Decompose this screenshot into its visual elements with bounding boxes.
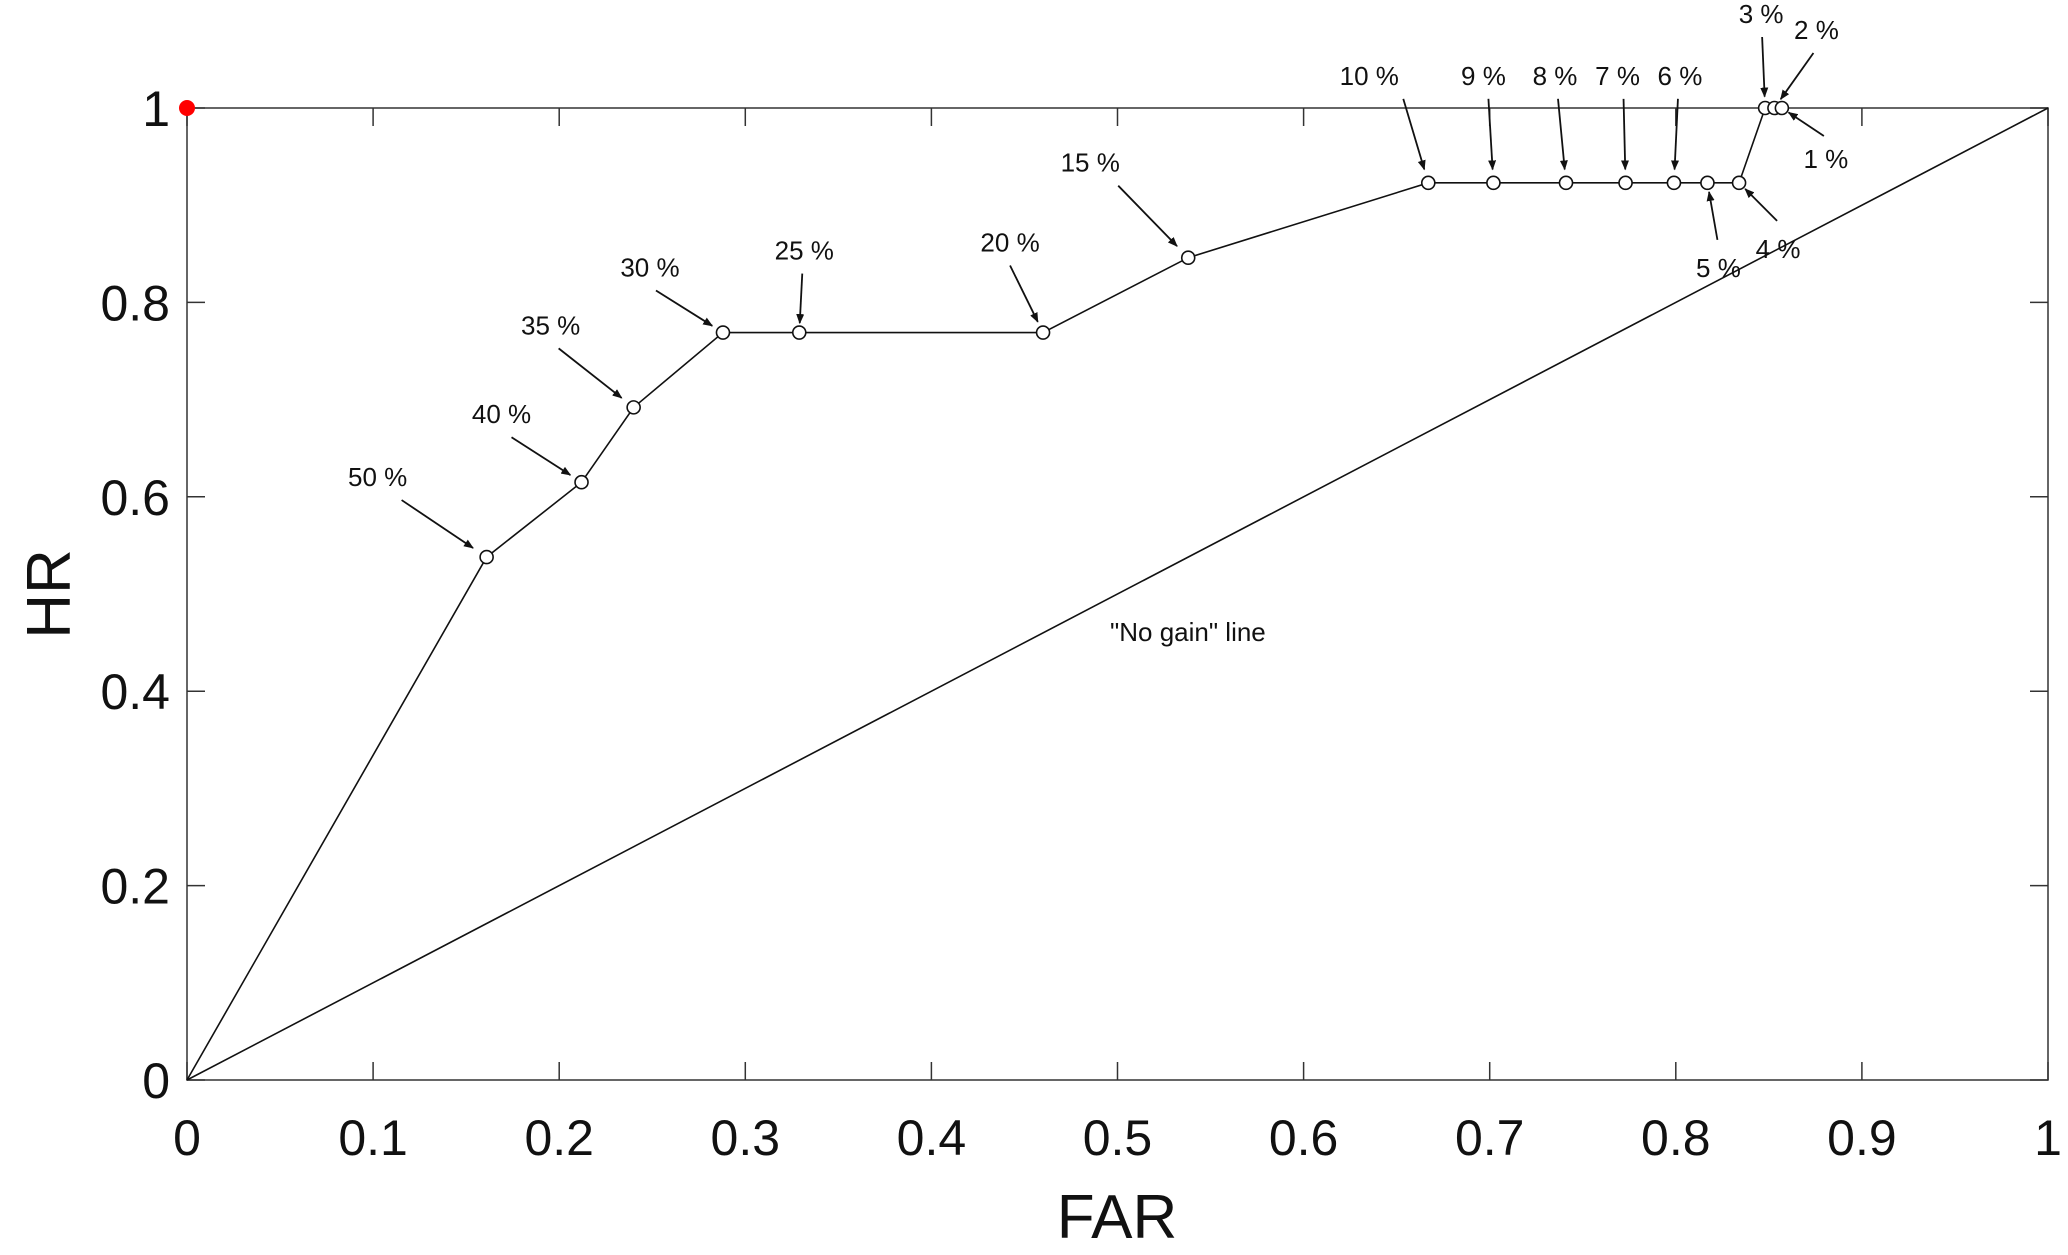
no-gain-label: "No gain" line: [1110, 617, 1266, 647]
roc-point-marker: [791, 325, 807, 340]
roc-point-marker: [715, 325, 731, 340]
annotation-label: 20 %: [980, 228, 1039, 258]
annotation-arrow: [558, 347, 623, 399]
annotation-label: 25 %: [775, 236, 834, 266]
annotation-label: 5 %: [1696, 253, 1741, 283]
x-tick-label: 1: [2034, 1110, 2062, 1166]
annotation-arrow: [1744, 188, 1778, 222]
annotation-arrow: [1009, 265, 1039, 323]
annotation-arrow: [1621, 98, 1630, 171]
annotation-label: 40 %: [472, 399, 531, 429]
annotation-arrow: [1117, 185, 1178, 247]
x-tick-label: 0.2: [524, 1110, 594, 1166]
y-tick-label: 0.6: [100, 470, 170, 526]
annotation-label: 4 %: [1756, 234, 1801, 264]
roc-point-marker: [1486, 175, 1501, 191]
perfect-point-marker: [179, 100, 195, 116]
annotation-arrow: [1671, 98, 1680, 171]
roc-point-marker: [1700, 175, 1715, 191]
annotation-arrow: [655, 289, 714, 327]
annotation-label: 1 %: [1803, 144, 1848, 174]
annotation-arrow: [1779, 52, 1815, 101]
roc-point-marker: [1618, 175, 1633, 191]
annotation-label: 7 %: [1595, 61, 1640, 91]
annotation-label: 30 %: [620, 253, 679, 283]
annotation-label: 2 %: [1794, 15, 1839, 45]
x-tick-label: 0.7: [1455, 1110, 1525, 1166]
roc-point-marker: [574, 474, 589, 490]
roc-point-marker: [1666, 175, 1682, 191]
annotation-label: 3 %: [1739, 0, 1784, 29]
annotation-arrow: [511, 436, 572, 476]
annotation-label: 9 %: [1461, 61, 1506, 91]
roc-line: [186, 107, 1782, 1081]
x-tick-label: 0.9: [1827, 1110, 1897, 1166]
x-tick-label: 0: [173, 1110, 201, 1166]
annotation-label: 8 %: [1533, 61, 1578, 91]
x-axis-title: FAR: [1057, 1183, 1178, 1252]
annotation-label: 15 %: [1061, 148, 1120, 178]
roc-point-marker: [1774, 100, 1790, 116]
annotation-label: 6 %: [1658, 61, 1703, 91]
annotation-arrow: [796, 273, 805, 325]
x-tick-label: 0.1: [338, 1110, 408, 1166]
annotation-arrow: [1760, 36, 1769, 98]
annotation-arrow: [1487, 98, 1497, 171]
annotation-label: 35 %: [521, 310, 580, 340]
y-tick-label: 0: [142, 1053, 170, 1109]
annotation-arrow: [1557, 98, 1568, 171]
annotation-arrow: [401, 499, 474, 549]
x-tick-label: 0.6: [1269, 1110, 1339, 1166]
roc-point-marker: [626, 400, 641, 415]
no-gain-reference: "No gain" line: [186, 107, 2049, 1081]
x-tick-label: 0.5: [1083, 1110, 1153, 1166]
y-tick-label: 0.2: [100, 859, 170, 915]
x-tick-label: 0.4: [897, 1110, 967, 1166]
annotation-arrow: [1402, 98, 1426, 171]
y-tick-label: 0.8: [100, 275, 170, 331]
y-tick-label: 1: [142, 81, 170, 137]
annotation-label: 50 %: [348, 462, 407, 492]
x-tick-label: 0.3: [711, 1110, 781, 1166]
roc-series: [179, 100, 1790, 1081]
roc-point-marker: [1180, 250, 1196, 265]
roc-point-marker: [1035, 325, 1051, 340]
x-tick-label: 0.8: [1641, 1110, 1711, 1166]
roc-point-marker: [1558, 175, 1574, 191]
y-tick-label: 0.4: [100, 664, 170, 720]
roc-point-marker: [479, 549, 494, 565]
roc-point-marker: [1420, 175, 1436, 191]
point-annotations: 50 % 40 % 35 % 30 % 25 % 20 % 15 % 10 % 9 % 8 % 7 …: [348, 0, 1848, 549]
annotation-arrow: [1787, 111, 1825, 137]
no-gain-line: [186, 107, 2049, 1081]
axis-ticks: 0 0.1 0.2 0.3 0.4 0.5 0.6 0.7 0.8 0.9 1 0 0.2 0.4 0.6 0…: [100, 81, 2061, 1166]
annotation-arrow: [1706, 190, 1719, 240]
y-axis-title: HR: [15, 549, 84, 639]
roc-point-marker: [1731, 175, 1747, 191]
annotation-label: 10 %: [1340, 61, 1399, 91]
